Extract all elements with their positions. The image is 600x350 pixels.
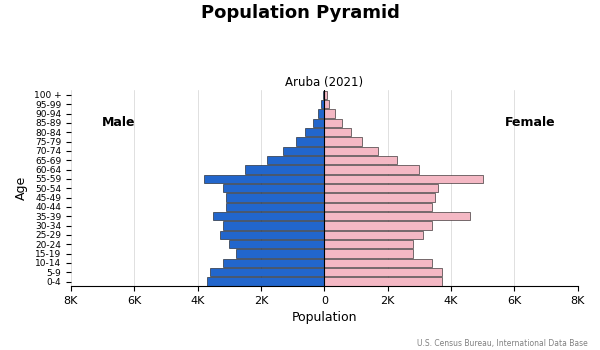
Bar xyxy=(325,175,483,183)
Bar xyxy=(325,165,419,174)
Bar xyxy=(305,128,325,136)
X-axis label: Population: Population xyxy=(292,312,357,324)
Bar xyxy=(325,100,329,108)
Bar xyxy=(325,91,327,99)
Text: Population Pyramid: Population Pyramid xyxy=(200,4,400,21)
Bar xyxy=(325,137,362,146)
Bar xyxy=(325,184,439,192)
Bar xyxy=(325,193,435,202)
Bar xyxy=(325,259,432,267)
Bar xyxy=(223,259,325,267)
Bar xyxy=(220,231,325,239)
Bar xyxy=(283,147,325,155)
Bar xyxy=(325,268,442,277)
Bar xyxy=(296,137,325,146)
Bar xyxy=(325,109,335,118)
Bar xyxy=(211,268,325,277)
Bar xyxy=(325,221,432,230)
Bar xyxy=(226,193,325,202)
Bar xyxy=(325,231,422,239)
Text: Female: Female xyxy=(505,116,556,130)
Bar xyxy=(325,240,413,248)
Bar xyxy=(268,156,325,164)
Bar xyxy=(325,128,351,136)
Bar xyxy=(236,249,325,258)
Bar xyxy=(325,277,442,286)
Bar xyxy=(325,119,342,127)
Bar xyxy=(245,165,325,174)
Bar xyxy=(318,109,325,118)
Bar xyxy=(321,100,325,108)
Title: Aruba (2021): Aruba (2021) xyxy=(285,76,364,89)
Bar xyxy=(325,203,432,211)
Text: Male: Male xyxy=(101,116,135,130)
Bar xyxy=(325,147,378,155)
Bar xyxy=(223,221,325,230)
Y-axis label: Age: Age xyxy=(15,176,28,200)
Bar xyxy=(325,249,413,258)
Bar xyxy=(325,156,397,164)
Bar xyxy=(214,212,325,220)
Bar xyxy=(323,91,325,99)
Bar xyxy=(313,119,325,127)
Text: U.S. Census Bureau, International Data Base: U.S. Census Bureau, International Data B… xyxy=(417,339,588,348)
Bar xyxy=(229,240,325,248)
Bar xyxy=(325,212,470,220)
Bar xyxy=(226,203,325,211)
Bar xyxy=(207,277,325,286)
Bar xyxy=(204,175,325,183)
Bar xyxy=(223,184,325,192)
